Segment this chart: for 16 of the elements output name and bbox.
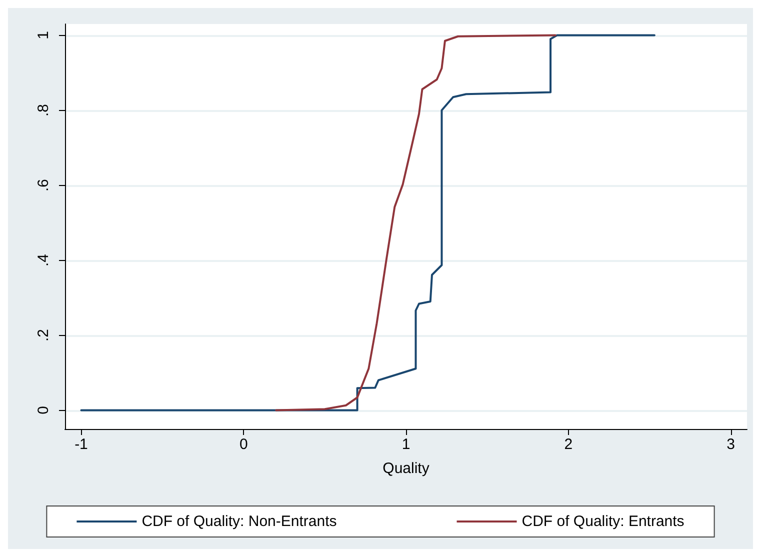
x-tick-label: 0 [239, 436, 248, 453]
legend-label: CDF of Quality: Entrants [522, 513, 684, 530]
y-tick-label: .4 [35, 254, 52, 267]
y-tick-label: 0 [35, 406, 52, 414]
y-tick-label: 1 [35, 31, 52, 40]
y-tick-label: .6 [35, 178, 52, 192]
y-tick-label: .2 [35, 328, 52, 342]
x-axis-title: Quality [382, 460, 430, 477]
x-tick-label: -1 [74, 436, 88, 453]
y-tick-label: .8 [35, 104, 52, 117]
line-series [80, 34, 656, 412]
x-tick-label: 1 [402, 436, 410, 453]
legend-label: CDF of Quality: Non-Entrants [142, 513, 337, 530]
x-tick-label: 2 [564, 436, 573, 453]
line-series [275, 34, 556, 412]
x-tick-label: 3 [726, 436, 735, 453]
